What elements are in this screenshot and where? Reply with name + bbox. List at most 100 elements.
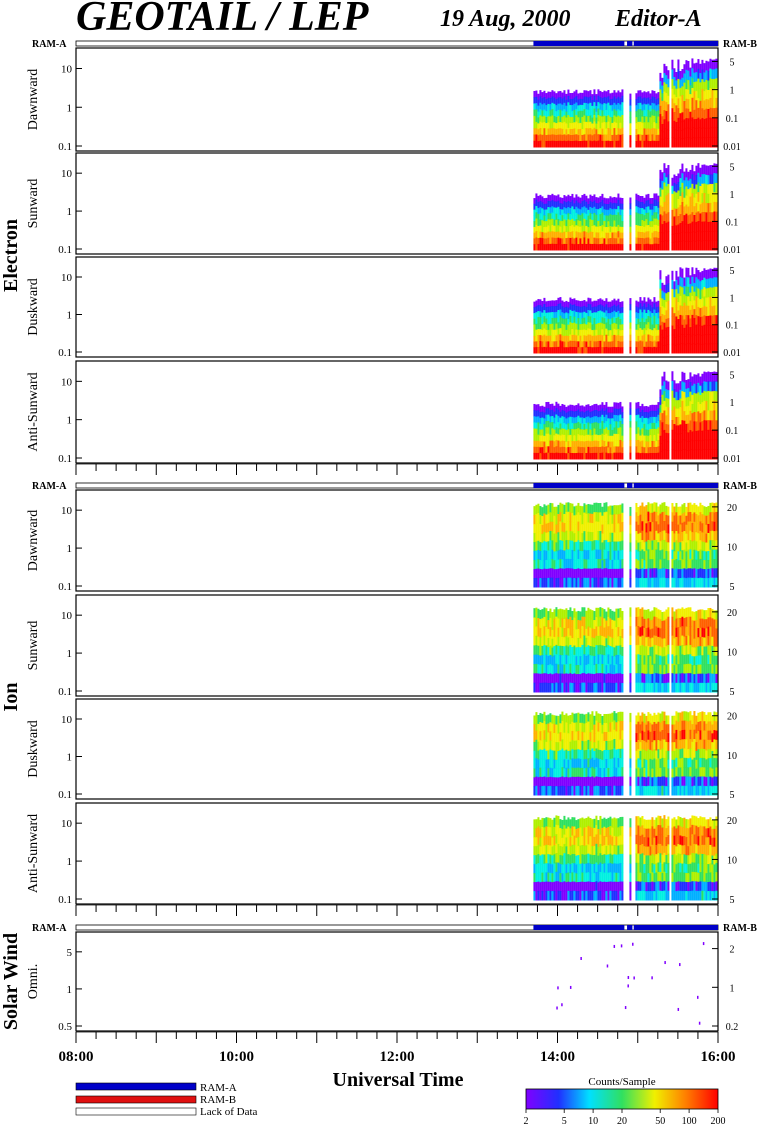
spectrogram-cell [613, 232, 616, 239]
spectrogram-cell [555, 111, 558, 118]
spectrogram-cell [711, 79, 714, 90]
spectrogram-cell [689, 138, 692, 148]
spectrogram-cell [655, 99, 658, 106]
spectrogram-cell [579, 550, 582, 561]
spectrogram-cell [615, 559, 618, 570]
spectrogram-cell [561, 682, 564, 693]
spectrogram-cell [695, 165, 698, 176]
spectrogram-cell [713, 664, 716, 675]
spectrogram-cell [551, 446, 554, 454]
spectrogram-cell [589, 513, 592, 524]
spectrogram-cell [643, 322, 646, 329]
spectrogram-cell [665, 673, 668, 684]
spectrogram-cell [675, 391, 678, 401]
spectrogram-cell [557, 194, 560, 202]
spectrogram-cell [561, 422, 564, 429]
spectrogram-cell [567, 733, 570, 743]
spectrogram-cell [599, 626, 602, 636]
spectrogram-cell [701, 280, 704, 290]
spectrogram-cell [563, 140, 566, 148]
spectrogram-cell [701, 514, 704, 524]
y-tick-label: 1 [67, 310, 73, 322]
spectrogram-cell [607, 341, 610, 348]
spectrogram-cell [547, 656, 550, 666]
spectrogram-cell [641, 568, 644, 579]
spectrogram-cell [611, 311, 614, 319]
spectrogram-cell [643, 560, 646, 570]
spectrogram-cell [569, 673, 572, 684]
spectrogram-cell [597, 323, 600, 330]
spectrogram-cell [555, 446, 558, 454]
spectrogram-cell [711, 127, 714, 138]
spectrogram-cell [637, 560, 640, 570]
spectrogram-cell [689, 511, 692, 522]
spectrogram-cell [635, 129, 638, 136]
spectrogram-cell [653, 199, 656, 207]
spectrogram-cell [535, 607, 538, 618]
spectrogram-cell [557, 91, 560, 98]
spectrogram-cell [715, 58, 718, 69]
spectrogram-cell [615, 402, 618, 410]
spectrogram-cell [643, 627, 646, 638]
spectrogram-cell [599, 440, 602, 448]
spectrogram-cell [543, 531, 546, 542]
spectrogram-cell [533, 645, 536, 656]
spectrogram-cell [561, 664, 564, 675]
spectrogram-cell [689, 102, 692, 113]
spectrogram-cell [641, 300, 644, 307]
spectrogram-cell [597, 423, 600, 430]
spectrogram-cell [543, 406, 546, 414]
spectrogram-cell [591, 682, 594, 693]
spectrogram-cell [597, 512, 600, 523]
spectrogram-cell [555, 420, 558, 428]
spectrogram-cell [613, 214, 616, 222]
spectrogram-cell [663, 502, 666, 513]
spectrogram-cell [649, 341, 652, 348]
spectrogram-cell [617, 310, 620, 318]
spectrogram-cell [659, 72, 662, 82]
spectrogram-cell [549, 767, 552, 778]
spectrogram-cell [615, 415, 618, 422]
spectrogram-cell [639, 134, 642, 142]
spectrogram-cell [613, 446, 616, 454]
spectrogram-cell [581, 128, 584, 136]
spectrogram-cell [541, 767, 544, 778]
spectrogram-cell [549, 207, 552, 214]
spectrogram-cell [663, 345, 666, 354]
spectrogram-cell [681, 287, 684, 298]
spectrogram-cell [647, 530, 650, 541]
spectrogram-cell [543, 645, 546, 655]
spectrogram-cell [687, 99, 690, 110]
spectrogram-cell [641, 329, 644, 337]
spectrogram-cell [587, 198, 590, 205]
spectrogram-cell [705, 664, 708, 675]
y-right-tick-label: 0.01 [723, 348, 741, 359]
spectrogram-cell [653, 568, 656, 579]
spectrogram-cell [687, 171, 690, 181]
spectrogram-cell [549, 97, 552, 105]
spectrogram-cell [601, 408, 604, 416]
spectrogram-cell [537, 231, 540, 239]
spectrogram-cell [601, 128, 604, 136]
spectrogram-cell [659, 114, 662, 123]
spectrogram-cell [715, 324, 718, 335]
spectrogram-cell [613, 202, 616, 210]
spectrogram-cell [703, 381, 706, 392]
spectrogram-cell [579, 306, 582, 314]
spectrogram-cell [621, 619, 624, 630]
spectrogram-cell [565, 300, 568, 308]
spectrogram-cell [677, 224, 680, 234]
spectrogram-cell [619, 408, 622, 416]
spectrogram-cell [547, 408, 550, 416]
spectrogram-cell [609, 202, 612, 209]
spectrogram-cell [703, 551, 706, 561]
spectrogram-cell [655, 111, 658, 118]
spectrogram-cell [537, 577, 540, 588]
spectrogram-cell [679, 333, 682, 344]
spectrogram-cell [663, 337, 666, 346]
spectrogram-cell [609, 550, 612, 561]
spectrogram-cell [695, 315, 698, 326]
spectrogram-cell [667, 635, 670, 646]
spectrogram-cell [703, 578, 706, 588]
spectrogram-cell [641, 244, 644, 251]
